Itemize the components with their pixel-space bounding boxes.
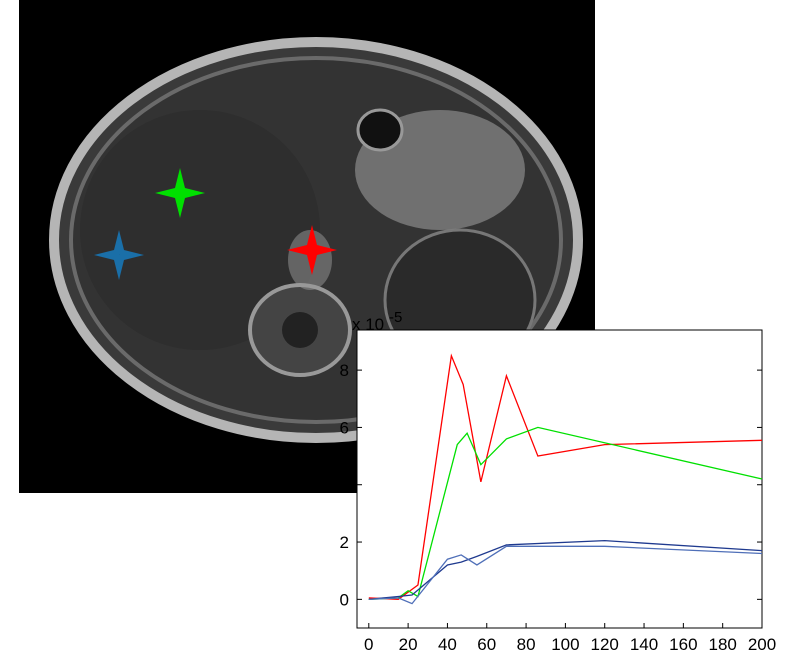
x-tick-label: 80 bbox=[517, 635, 536, 654]
y-multiplier: x 10 bbox=[352, 315, 384, 334]
y-tick-label: 4 bbox=[340, 476, 349, 495]
x-tick-label: 20 bbox=[399, 635, 418, 654]
x-tick-label: 160 bbox=[669, 635, 697, 654]
plot-area bbox=[356, 329, 763, 629]
y-tick-label: 8 bbox=[340, 361, 349, 380]
series-line bbox=[368, 545, 763, 605]
x-tick-label: 0 bbox=[364, 635, 373, 654]
marker bbox=[94, 230, 144, 280]
x-tick-label: 120 bbox=[591, 635, 619, 654]
x-tick-label: 200 bbox=[748, 635, 776, 654]
series-line bbox=[368, 353, 763, 601]
x-tick-label: 100 bbox=[551, 635, 579, 654]
y-tick-label: 2 bbox=[340, 533, 349, 552]
x-tick-label: 180 bbox=[708, 635, 736, 654]
chart bbox=[357, 353, 763, 628]
x-tick-label: 40 bbox=[438, 635, 457, 654]
y-exponent: -5 bbox=[389, 309, 402, 326]
series-line bbox=[368, 539, 763, 600]
y-tick-label: 6 bbox=[340, 418, 349, 437]
x-tick-label: 60 bbox=[477, 635, 496, 654]
marker bbox=[287, 225, 337, 275]
series-line bbox=[368, 426, 763, 600]
y-tick-label: 0 bbox=[340, 590, 349, 609]
x-tick-label: 140 bbox=[630, 635, 658, 654]
marker bbox=[155, 168, 205, 218]
